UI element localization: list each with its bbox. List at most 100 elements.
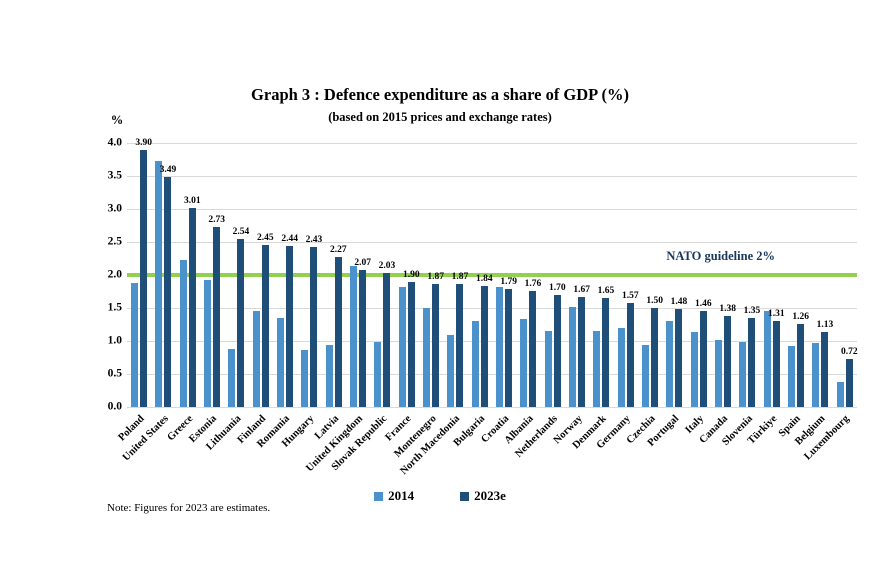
bar-2014 — [715, 340, 723, 407]
value-label: 2.44 — [281, 233, 298, 244]
gridline — [127, 340, 857, 342]
bar-2023e: 1.87 — [452, 272, 468, 407]
bar-group: 1.38 Canada — [698, 143, 736, 446]
bar-groups: 3.90 Poland 3.49 United States 3.01 Greece 2.7… — [116, 138, 857, 477]
legend-swatch-icon — [374, 491, 384, 501]
bar-2014 — [666, 320, 674, 407]
y-tick-label: 2.0 — [107, 268, 122, 281]
bar-2023e: 2.03 — [379, 261, 395, 407]
bar-2023e: 1.67 — [573, 285, 590, 407]
bar-group: 1.70 Netherlands — [513, 143, 566, 460]
value-label: 1.70 — [549, 282, 566, 293]
bar-2023e: 1.57 — [622, 291, 639, 407]
y-tick-label: 3.0 — [107, 202, 122, 215]
bar-2023e: 1.87 — [427, 272, 444, 407]
value-label: 1.87 — [451, 271, 469, 282]
nato-guideline-label: NATO guideline 2% — [666, 249, 775, 263]
gridline — [127, 142, 857, 144]
value-label: 1.65 — [597, 286, 615, 297]
bar-group: 1.84 Bulgaria — [451, 143, 493, 449]
bar-2023e: 2.73 — [208, 215, 225, 407]
y-tick-label: 1.5 — [107, 301, 122, 314]
bar-group: 1.46 Italy — [683, 143, 712, 436]
bar-2023e: 2.54 — [233, 227, 249, 407]
chart-title: Graph 3 : Defence expenditure as a share… — [251, 85, 629, 104]
bar-group: 1.67 Norway — [551, 143, 590, 446]
bar-2023e: 1.76 — [525, 279, 541, 407]
bar-2023e: 1.50 — [646, 296, 663, 407]
value-label: 1.13 — [816, 320, 834, 331]
bar-2023e: 1.65 — [598, 286, 614, 407]
bar-2014 — [569, 307, 577, 407]
value-label: 1.79 — [500, 276, 517, 287]
y-tick-label: 4.0 — [107, 136, 122, 149]
bar-group: 1.26 Spain — [777, 143, 809, 439]
bar-2023e: 3.01 — [184, 196, 201, 407]
bar-group: 2.27 Latvia — [312, 143, 347, 442]
bar-group: 2.54 Lithuania — [204, 143, 249, 452]
footnote: Note: Figures for 2023 are estimates. — [107, 502, 271, 514]
bar-2014 — [228, 348, 236, 407]
bar-2014 — [301, 350, 309, 407]
chart-subtitle: (based on 2015 prices and exchange rates… — [328, 110, 552, 124]
bar-2023e: 1.13 — [817, 320, 833, 407]
bar-2014 — [252, 311, 260, 407]
value-label: 1.48 — [670, 297, 688, 308]
bar-group: 1.48 Portugal — [646, 143, 688, 448]
y-tick-label: 1.0 — [107, 334, 122, 347]
bar-2014 — [763, 311, 771, 407]
bar-2023e: 2.27 — [330, 245, 347, 407]
bar-2014 — [788, 346, 796, 407]
value-label: 3.01 — [184, 196, 201, 207]
y-tick-label: 0.0 — [107, 400, 122, 413]
value-label: 1.84 — [476, 273, 493, 284]
value-label: 1.46 — [695, 298, 712, 309]
bar-group: 1.90 France — [384, 143, 420, 444]
bar-group: 1.87 North Macedonia — [399, 143, 468, 477]
bar-group: 2.73 Estonia — [188, 143, 225, 445]
bar-2014 — [423, 308, 431, 407]
bar-2014 — [155, 161, 163, 407]
bar-2023e: 1.70 — [549, 283, 566, 407]
value-label: 1.67 — [573, 284, 590, 295]
nato-guideline-line — [127, 273, 857, 277]
value-label: 1.50 — [646, 296, 663, 306]
value-label: 1.26 — [792, 311, 809, 322]
bar-group: 1.35 Slovenia — [720, 143, 760, 448]
bar-2014 — [471, 320, 479, 407]
bar-group: 1.65 Denmark — [571, 143, 615, 451]
bar-group: 3.49 United States — [121, 143, 177, 463]
bar-2014 — [204, 279, 212, 407]
bar-2023e: 1.90 — [403, 270, 420, 407]
gridline — [127, 406, 857, 408]
bar-2014 — [836, 381, 844, 407]
bar-2014 — [447, 335, 455, 407]
bar-2023e: 2.44 — [281, 234, 298, 407]
bar-2023e: 1.79 — [500, 277, 517, 407]
legend: 2014 2023e — [0, 488, 880, 504]
y-tick-label: 0.5 — [107, 367, 122, 380]
bar-2014 — [544, 331, 552, 407]
bar-2023e: 2.07 — [354, 258, 371, 407]
gridline — [127, 373, 857, 375]
legend-item-2014: 2014 — [374, 488, 414, 504]
bar-2014 — [398, 286, 406, 407]
bar-group: 1.76 Albania — [503, 143, 542, 446]
bar-2014 — [593, 331, 601, 407]
y-axis: 0.0 0.5 1.0 1.5 2.0 2.5 3.0 3.5 4.0 — [60, 137, 122, 412]
bar-2023e: 1.38 — [719, 304, 736, 407]
bar-group: 3.90 Poland — [116, 138, 152, 444]
bar-2023e: 2.43 — [306, 235, 322, 407]
bar-2014 — [325, 344, 333, 407]
bar-2023e: 3.90 — [135, 138, 152, 407]
value-label: 3.49 — [159, 164, 177, 175]
bar-group: 2.43 Hungary — [280, 143, 322, 450]
bar-group: 2.07 United Kingdom — [304, 143, 371, 474]
legend-label: 2014 — [388, 488, 415, 503]
bar-2023e: 2.45 — [257, 233, 274, 407]
value-label: 2.27 — [330, 245, 347, 256]
value-label: 2.43 — [305, 234, 323, 245]
bar-2014 — [690, 331, 698, 407]
value-label: 1.31 — [768, 308, 785, 319]
